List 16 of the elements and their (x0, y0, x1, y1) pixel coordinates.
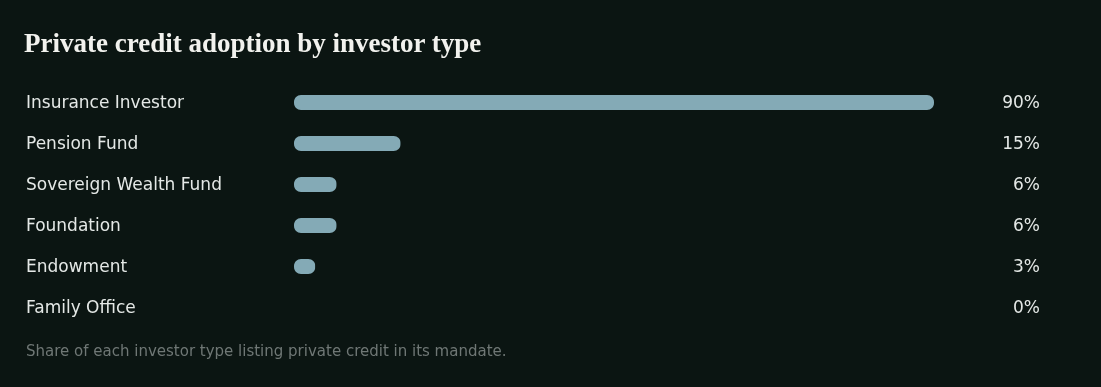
data-label: 90% (1002, 91, 1040, 112)
y-tick-label: Sovereign Wealth Fund (26, 173, 222, 194)
chart-title: Private credit adoption by investor type (24, 28, 482, 58)
data-label: 15% (1002, 132, 1040, 153)
y-tick-label: Endowment (26, 255, 128, 276)
y-tick-label: Family Office (26, 296, 136, 317)
data-label: 6% (1013, 214, 1040, 235)
y-tick-label: Pension Fund (26, 132, 139, 153)
bar (294, 136, 401, 151)
data-label: 0% (1013, 296, 1040, 317)
data-label: 3% (1013, 255, 1040, 276)
y-tick-label: Insurance Investor (26, 91, 185, 112)
y-tick-label: Foundation (26, 214, 121, 235)
text: Share of each investor type listing private credit in its mandate. (26, 342, 507, 360)
data-label: 6% (1013, 173, 1040, 194)
bar (294, 95, 934, 110)
